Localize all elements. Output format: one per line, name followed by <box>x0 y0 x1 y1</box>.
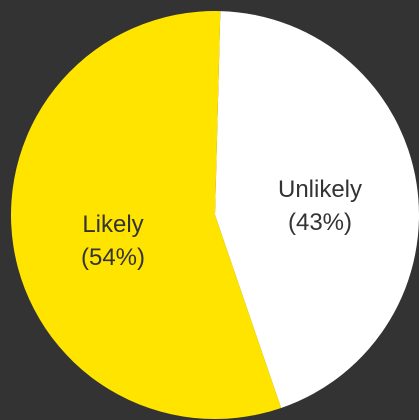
slice-percent-likely: (54%) <box>81 244 145 271</box>
slice-percent-unlikely: (43%) <box>288 209 352 236</box>
pie-slice-unlikely <box>215 11 419 408</box>
slice-label-unlikely: Unlikely <box>278 176 362 203</box>
pie-slice-likely <box>11 11 282 419</box>
slice-label-likely: Likely <box>82 211 143 238</box>
